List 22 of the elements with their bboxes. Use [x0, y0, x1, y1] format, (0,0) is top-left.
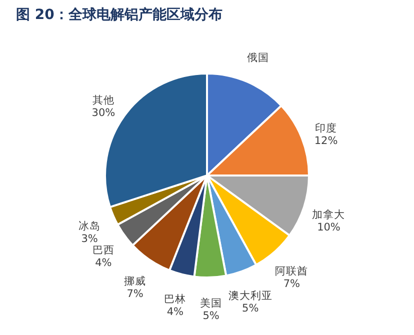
slice-label: 阿联酋	[275, 266, 308, 278]
data-label: 12%	[314, 134, 338, 147]
data-label: 4%	[166, 306, 184, 318]
slice-label: 加拿大	[312, 208, 346, 222]
data-label: 30%	[92, 106, 116, 119]
slice-label: 其他	[92, 93, 114, 106]
slice-label: 美国	[200, 296, 222, 310]
data-label: 7%	[126, 288, 144, 300]
data-label: 5%	[202, 310, 220, 322]
slice-label: 巴林	[164, 292, 186, 306]
data-label: 7%	[283, 278, 300, 290]
data-label: 10%	[317, 222, 340, 234]
slice-label: 澳大利亚	[228, 288, 272, 302]
slice-label: 巴西	[92, 244, 114, 257]
slice-label: 挪威	[124, 274, 146, 288]
chart-title: 图 20：全球电解铝产能区域分布	[16, 6, 222, 23]
slice-label: 俄国	[246, 52, 269, 64]
data-label: 4%	[95, 257, 112, 270]
slice-label: 印度	[315, 121, 338, 134]
data-label: 3%	[81, 232, 98, 245]
data-label: 5%	[242, 302, 259, 314]
slice-label: 冰岛	[78, 219, 101, 232]
